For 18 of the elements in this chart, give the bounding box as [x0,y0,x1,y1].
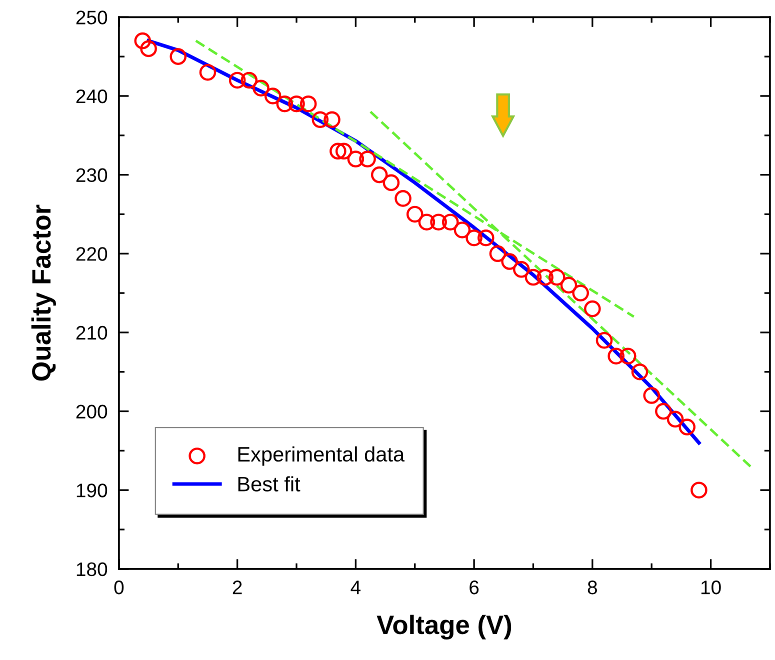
y-tick-label: 190 [76,484,108,498]
x-tick-label: 10 [701,580,721,594]
x-tick-label: 8 [588,580,597,594]
y-tick-label: 250 [76,10,108,24]
x-tick-label: 4 [350,580,361,594]
y-axis-title: Quality Factor [31,204,56,381]
x-axis-title: Voltage (V) [376,614,512,640]
y-tick-label: 180 [76,562,108,576]
y-tick-label: 200 [76,404,108,419]
x-tick-label: 0 [114,580,124,594]
x-tick-label: 6 [470,580,479,594]
x-tick-label: 2 [232,580,242,594]
legend-label: Best fit [238,476,300,492]
y-tick-label: 210 [76,326,108,340]
legend-label: Experimental data [238,446,405,466]
y-tick-label: 240 [76,89,108,104]
y-tick-label: 230 [76,168,108,182]
y-tick-label: 220 [76,247,108,261]
